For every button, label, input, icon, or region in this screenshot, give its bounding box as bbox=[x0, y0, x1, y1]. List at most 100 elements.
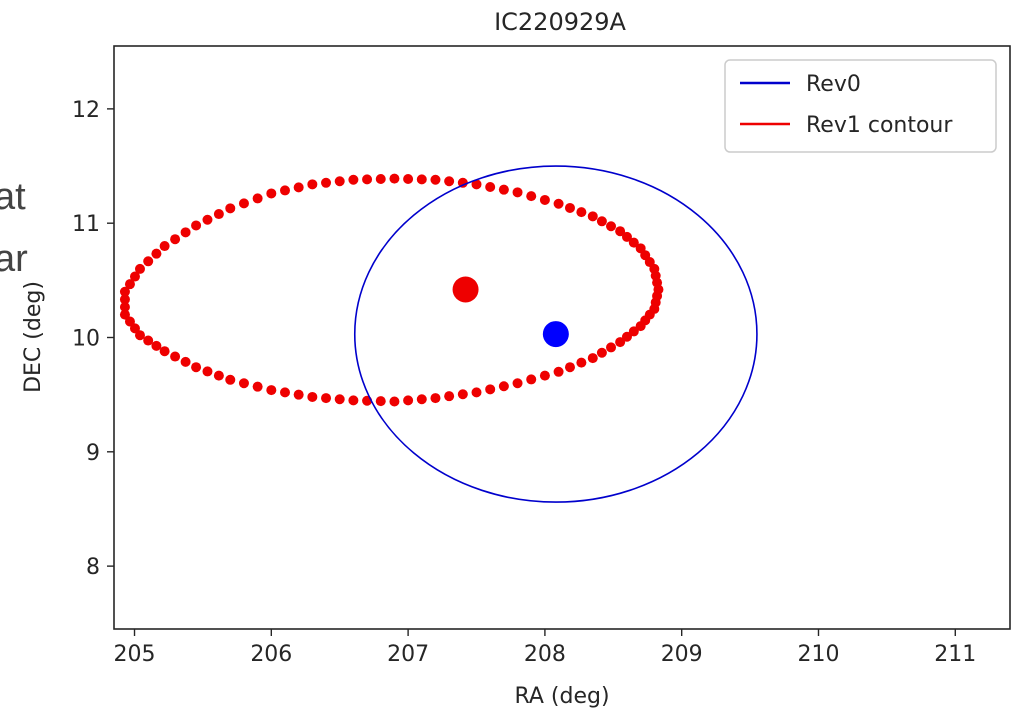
y-tick-label: 12 bbox=[72, 98, 100, 123]
rev1-contour-point bbox=[416, 394, 427, 405]
rev1-contour-point bbox=[553, 366, 564, 377]
rev1-contour-point bbox=[375, 173, 386, 184]
rev1-contour-point bbox=[498, 381, 509, 392]
rev1-contour-point bbox=[403, 395, 414, 406]
rev0-ellipse bbox=[353, 165, 758, 503]
rev1-contour-point bbox=[124, 279, 135, 290]
x-tick-label: 210 bbox=[797, 642, 839, 667]
rev1-contour-point bbox=[621, 331, 632, 342]
rev1-contour-point bbox=[129, 271, 140, 282]
legend-label-rev1-contour: Rev1 contour bbox=[806, 113, 953, 138]
rev0-best-fit-marker bbox=[542, 321, 569, 348]
rev1-contour-point bbox=[334, 176, 345, 187]
rev1-contour-point bbox=[279, 387, 290, 398]
rev1-contour-point bbox=[151, 340, 162, 351]
rev1-contour-point bbox=[628, 237, 639, 248]
y-axis-title: DEC (deg) bbox=[21, 281, 46, 393]
rev1-contour-point bbox=[134, 330, 145, 341]
rev1-contour-point bbox=[596, 216, 607, 227]
rev1-best-fit-marker bbox=[452, 276, 479, 303]
rev1-contour-point bbox=[606, 221, 617, 232]
x-tick-label: 207 bbox=[387, 642, 429, 667]
rev1-contour-point bbox=[526, 374, 537, 385]
rev1-contour-point bbox=[180, 356, 191, 367]
rev1-contour-point bbox=[621, 231, 632, 242]
rev1-contour-point bbox=[119, 302, 130, 313]
rev1-contour-point bbox=[238, 198, 249, 209]
x-axis-title: RA (deg) bbox=[514, 684, 609, 709]
rev1-contour-point bbox=[225, 203, 236, 214]
background-text-fragment-1: at bbox=[0, 176, 26, 218]
rev1-contour-point bbox=[348, 174, 359, 185]
rev1-contour-point bbox=[526, 191, 537, 202]
x-tick-label: 209 bbox=[661, 642, 703, 667]
rev1-contour-point bbox=[266, 385, 277, 396]
rev1-contour-point bbox=[225, 374, 236, 385]
rev1-contour-point bbox=[134, 263, 145, 274]
y-tick-label: 9 bbox=[86, 441, 100, 466]
rev1-contour-point bbox=[444, 176, 455, 187]
rev1-contour-point bbox=[389, 396, 400, 407]
rev1-contour-point bbox=[307, 391, 318, 402]
rev1-contour-point bbox=[293, 389, 304, 400]
rev1-contour-point bbox=[266, 188, 277, 199]
chart-title: IC220929A bbox=[494, 8, 626, 36]
rev1-contour-point bbox=[403, 173, 414, 184]
rev1-contour-point bbox=[430, 393, 441, 404]
rev1-contour-point bbox=[471, 387, 482, 398]
rev1-contour-point bbox=[576, 207, 587, 218]
rev1-contour-point bbox=[159, 241, 170, 252]
rev1-contour-point bbox=[564, 202, 575, 213]
rev1-contour-point bbox=[321, 177, 332, 188]
rev1-contour-point bbox=[553, 198, 564, 209]
rev1-contour-point bbox=[170, 351, 181, 362]
rev1-contour-point bbox=[485, 181, 496, 192]
rev1-contour-point bbox=[252, 193, 263, 204]
rev1-contour-point bbox=[615, 337, 626, 348]
rev1-contour-point bbox=[471, 179, 482, 190]
x-tick-label: 205 bbox=[114, 642, 156, 667]
rev1-contour-point bbox=[444, 391, 455, 402]
rev1-contour-point bbox=[119, 309, 130, 320]
legend: Rev0 Rev1 contour bbox=[724, 59, 997, 153]
rev1-contour-point bbox=[576, 357, 587, 368]
rev1-contour-point bbox=[279, 185, 290, 196]
rev1-contour-point bbox=[293, 182, 304, 193]
rev1-contour-point bbox=[191, 362, 202, 373]
rev1-contour-point bbox=[124, 316, 135, 327]
y-tick-label: 8 bbox=[86, 555, 100, 580]
rev1-contour-point bbox=[119, 286, 130, 297]
rev1-contour-point bbox=[129, 323, 140, 334]
rev1-contour-point bbox=[457, 389, 468, 400]
rev1-contour-point bbox=[596, 347, 607, 358]
rev1-contour-point bbox=[389, 173, 400, 184]
rev1-contour-point bbox=[539, 370, 550, 381]
rev1-contour-point bbox=[362, 174, 373, 185]
rev1-contour-point bbox=[159, 346, 170, 357]
rev1-contour-point bbox=[334, 394, 345, 405]
rev1-contour-point bbox=[213, 370, 224, 381]
rev1-contour-point bbox=[180, 227, 191, 238]
rev1-contour-point bbox=[628, 326, 639, 337]
rev1-contour-point bbox=[652, 290, 663, 301]
x-tick-label: 208 bbox=[524, 642, 566, 667]
rev1-contour-point bbox=[252, 381, 263, 392]
legend-box bbox=[724, 59, 997, 153]
rev1-contour-point bbox=[587, 211, 598, 222]
rev1-contour-point bbox=[512, 378, 523, 389]
rev1-contour-point bbox=[202, 214, 213, 225]
legend-label-rev0: Rev0 bbox=[806, 72, 861, 97]
rev1-contour-point bbox=[307, 179, 318, 190]
rev1-contour-point bbox=[143, 256, 154, 267]
rev1-contour-point bbox=[151, 248, 162, 259]
rev1-contour-point bbox=[375, 396, 386, 407]
rev1-contour-point bbox=[202, 366, 213, 377]
x-tick-label: 211 bbox=[934, 642, 976, 667]
rev1-contour-point bbox=[143, 335, 154, 346]
rev1-contour-point bbox=[348, 395, 359, 406]
rev1-contour-point bbox=[635, 243, 646, 254]
plot-frame bbox=[113, 45, 1011, 630]
rev1-contour-point bbox=[430, 174, 441, 185]
x-tick-label: 206 bbox=[250, 642, 292, 667]
